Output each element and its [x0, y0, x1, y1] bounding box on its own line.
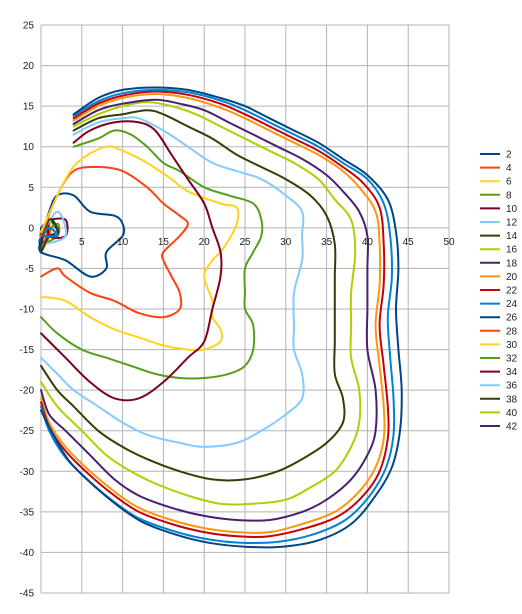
y-axis-tick-labels: 25 20 15 10 5 0 -5 -10 -15 -20 -25 -30 -35 -40 -45 [20, 21, 35, 600]
legend-label: 18 [506, 258, 518, 269]
series-line-36 [40, 116, 305, 448]
x-tick-label: 5 [79, 237, 85, 248]
series-line-unlabeled [40, 88, 396, 545]
y-tick-label: -15 [20, 345, 35, 356]
legend-label: 34 [506, 367, 518, 378]
y-tick-label: -10 [20, 305, 35, 316]
y-tick-label: -25 [20, 426, 35, 437]
y-tick-label: -45 [20, 589, 35, 600]
y-tick-label: -5 [25, 264, 34, 275]
legend-label: 8 [506, 190, 512, 201]
x-axis-tick-labels: 0 5 10 15 20 25 30 35 40 45 50 [38, 237, 455, 248]
legend-label: 2 [506, 150, 512, 161]
legend-label: 4 [506, 163, 512, 174]
legend-label: 30 [506, 340, 518, 351]
series-line-40 [40, 101, 362, 506]
x-tick-label: 15 [158, 237, 170, 248]
y-tick-label: 25 [23, 21, 35, 32]
y-tick-label: 20 [23, 61, 35, 72]
legend-label: 14 [506, 231, 518, 242]
series-line-unlabeled [40, 86, 403, 549]
x-tick-label: 20 [199, 237, 211, 248]
series-line-42 [40, 98, 378, 522]
y-tick-label: -40 [20, 548, 35, 559]
legend-label: 38 [506, 394, 518, 405]
series-line-24 [40, 226, 59, 238]
legend-label: 12 [506, 218, 518, 229]
series-line-unlabeled [40, 90, 390, 538]
legend-label: 26 [506, 313, 518, 324]
x-tick-label: 45 [403, 237, 415, 248]
legend-label: 6 [506, 177, 512, 188]
y-tick-label: 15 [23, 102, 35, 113]
series-line-28 [40, 165, 189, 319]
y-tick-label: -20 [20, 386, 35, 397]
series-line-12 [38, 210, 68, 246]
legend-label: 22 [506, 286, 518, 297]
legend-label: 40 [506, 408, 518, 419]
x-tick-label: 0 [38, 237, 44, 248]
x-tick-label: 50 [443, 237, 455, 248]
x-tick-label: 40 [362, 237, 374, 248]
x-tick-label: 30 [280, 237, 292, 248]
legend-label: 10 [506, 204, 518, 215]
legend-label: 32 [506, 354, 518, 365]
y-tick-label: -35 [20, 507, 35, 518]
y-tick-label: -30 [20, 467, 35, 478]
legend-label: 24 [506, 299, 518, 310]
x-tick-label: 35 [321, 237, 333, 248]
series-lines [38, 86, 403, 549]
series-line-34 [40, 120, 223, 402]
y-tick-label: 10 [23, 142, 35, 153]
x-tick-label: 10 [117, 237, 129, 248]
series-line-unlabeled [40, 93, 386, 534]
series-line-30 [40, 145, 240, 352]
x-tick-label: 25 [239, 237, 251, 248]
series-line-38 [40, 109, 346, 482]
y-tick-label: 5 [28, 183, 34, 194]
legend-label: 36 [506, 381, 518, 392]
legend-label: 20 [506, 272, 518, 283]
series-line-32 [40, 129, 264, 380]
legend-label: 42 [506, 422, 518, 433]
legend-label: 28 [506, 326, 518, 337]
y-tick-label: 0 [28, 223, 34, 234]
legend-label: 16 [506, 245, 518, 256]
